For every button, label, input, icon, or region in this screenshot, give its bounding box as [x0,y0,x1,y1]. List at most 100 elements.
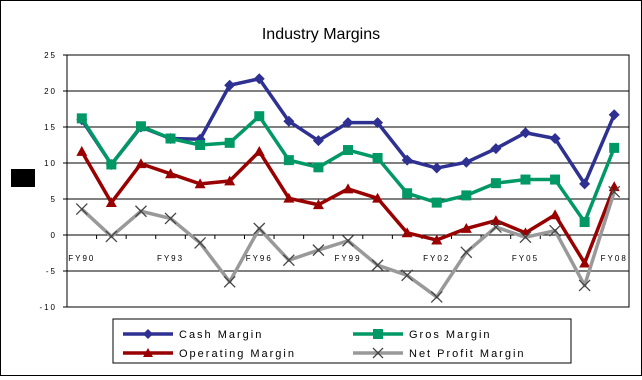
y-tick-label: 5 [51,195,57,204]
y-tick-label: -5 [46,267,57,276]
data-point [402,188,413,199]
data-point [372,117,384,129]
series-gros-margin [76,111,620,228]
y-axis-ticks: -10 -5 0 5 10 15 20 25 [39,51,67,312]
data-point [550,174,561,185]
y-tick-label: 15 [44,123,57,132]
data-point [578,279,591,292]
data-point [254,111,265,122]
data-point [579,257,591,268]
legend-item: Net Profit Margin [353,347,524,360]
legend-item: Gros Margin [353,329,490,341]
data-point [105,197,117,207]
data-point [579,217,590,228]
data-point [579,178,591,190]
data-point [165,133,176,144]
legend-items: Cash Margin Gros Margin Operating Margin Ne… [123,329,524,360]
data-point [224,137,235,148]
series-net-profit-margin [75,185,621,303]
data-point [609,142,620,153]
data-point [372,347,384,359]
data-point-stroke [372,347,384,359]
data-point [372,192,384,203]
x-tick-label: FY05 [512,254,539,263]
data-point-stroke [75,203,88,216]
data-point [461,190,472,201]
x-tick-label: FY93 [157,254,184,263]
x-tick-label: FY90 [68,254,95,263]
x-tick-label: FY02 [423,254,450,263]
data-point [283,155,294,166]
y-tick-label: 10 [44,159,57,168]
data-point-stroke [460,246,473,259]
data-point [608,109,620,121]
data-point [194,178,206,189]
x-tick-label: FY08 [601,254,628,263]
data-point [195,140,206,150]
data-point [401,227,413,238]
data-point [165,168,177,179]
data-point [164,212,177,225]
data-point [431,234,443,245]
data-point [342,117,354,129]
data-point [431,162,443,174]
data-point [460,223,472,233]
data-point [105,230,118,243]
series-lines [75,73,621,303]
data-point [253,145,265,156]
data-point [253,222,266,235]
gridlines [67,90,629,272]
data-point [489,221,502,234]
legend-box [112,318,572,364]
black-marker [11,169,35,187]
data-point-stroke [371,259,384,272]
data-point [490,215,502,225]
data-point [75,203,88,216]
data-point [76,145,88,156]
data-point-stroke [105,230,118,243]
data-point [224,175,236,186]
chart-title: Industry Margins [262,26,380,43]
data-point [282,254,295,267]
data-point-stroke [253,222,266,235]
data-point [106,159,117,170]
data-point-stroke [489,221,502,234]
data-point [134,205,147,218]
data-point [519,231,532,244]
data-point [608,185,621,198]
y-tick-label: 20 [44,87,57,96]
legend-item: Operating Margin [123,348,296,360]
data-point [430,290,443,303]
data-point [313,162,324,173]
data-point [283,192,295,203]
data-point-stroke [401,269,414,282]
data-point [520,174,531,185]
data-point [312,135,324,147]
data-point-stroke [282,254,295,267]
data-point [312,244,325,257]
data-point [371,259,384,272]
data-point-stroke [578,279,591,292]
y-tick-label: -10 [39,303,57,312]
data-point [135,121,146,132]
data-point-stroke [519,231,532,244]
data-point-stroke [549,224,562,237]
data-point [312,199,324,210]
data-point [223,275,236,288]
data-point-stroke [134,205,147,218]
x-tick-label: FY96 [246,254,273,263]
data-point [342,234,354,247]
y-tick-label: 25 [44,51,57,60]
data-point [460,156,472,168]
data-point [460,246,473,259]
data-point [549,209,561,220]
data-point [401,154,413,166]
data-point [490,143,502,155]
data-point [224,79,236,91]
data-point [549,133,561,145]
legend-label: Operating Margin [179,348,296,360]
legend-item: Cash Margin [123,329,261,341]
data-point [373,329,383,339]
